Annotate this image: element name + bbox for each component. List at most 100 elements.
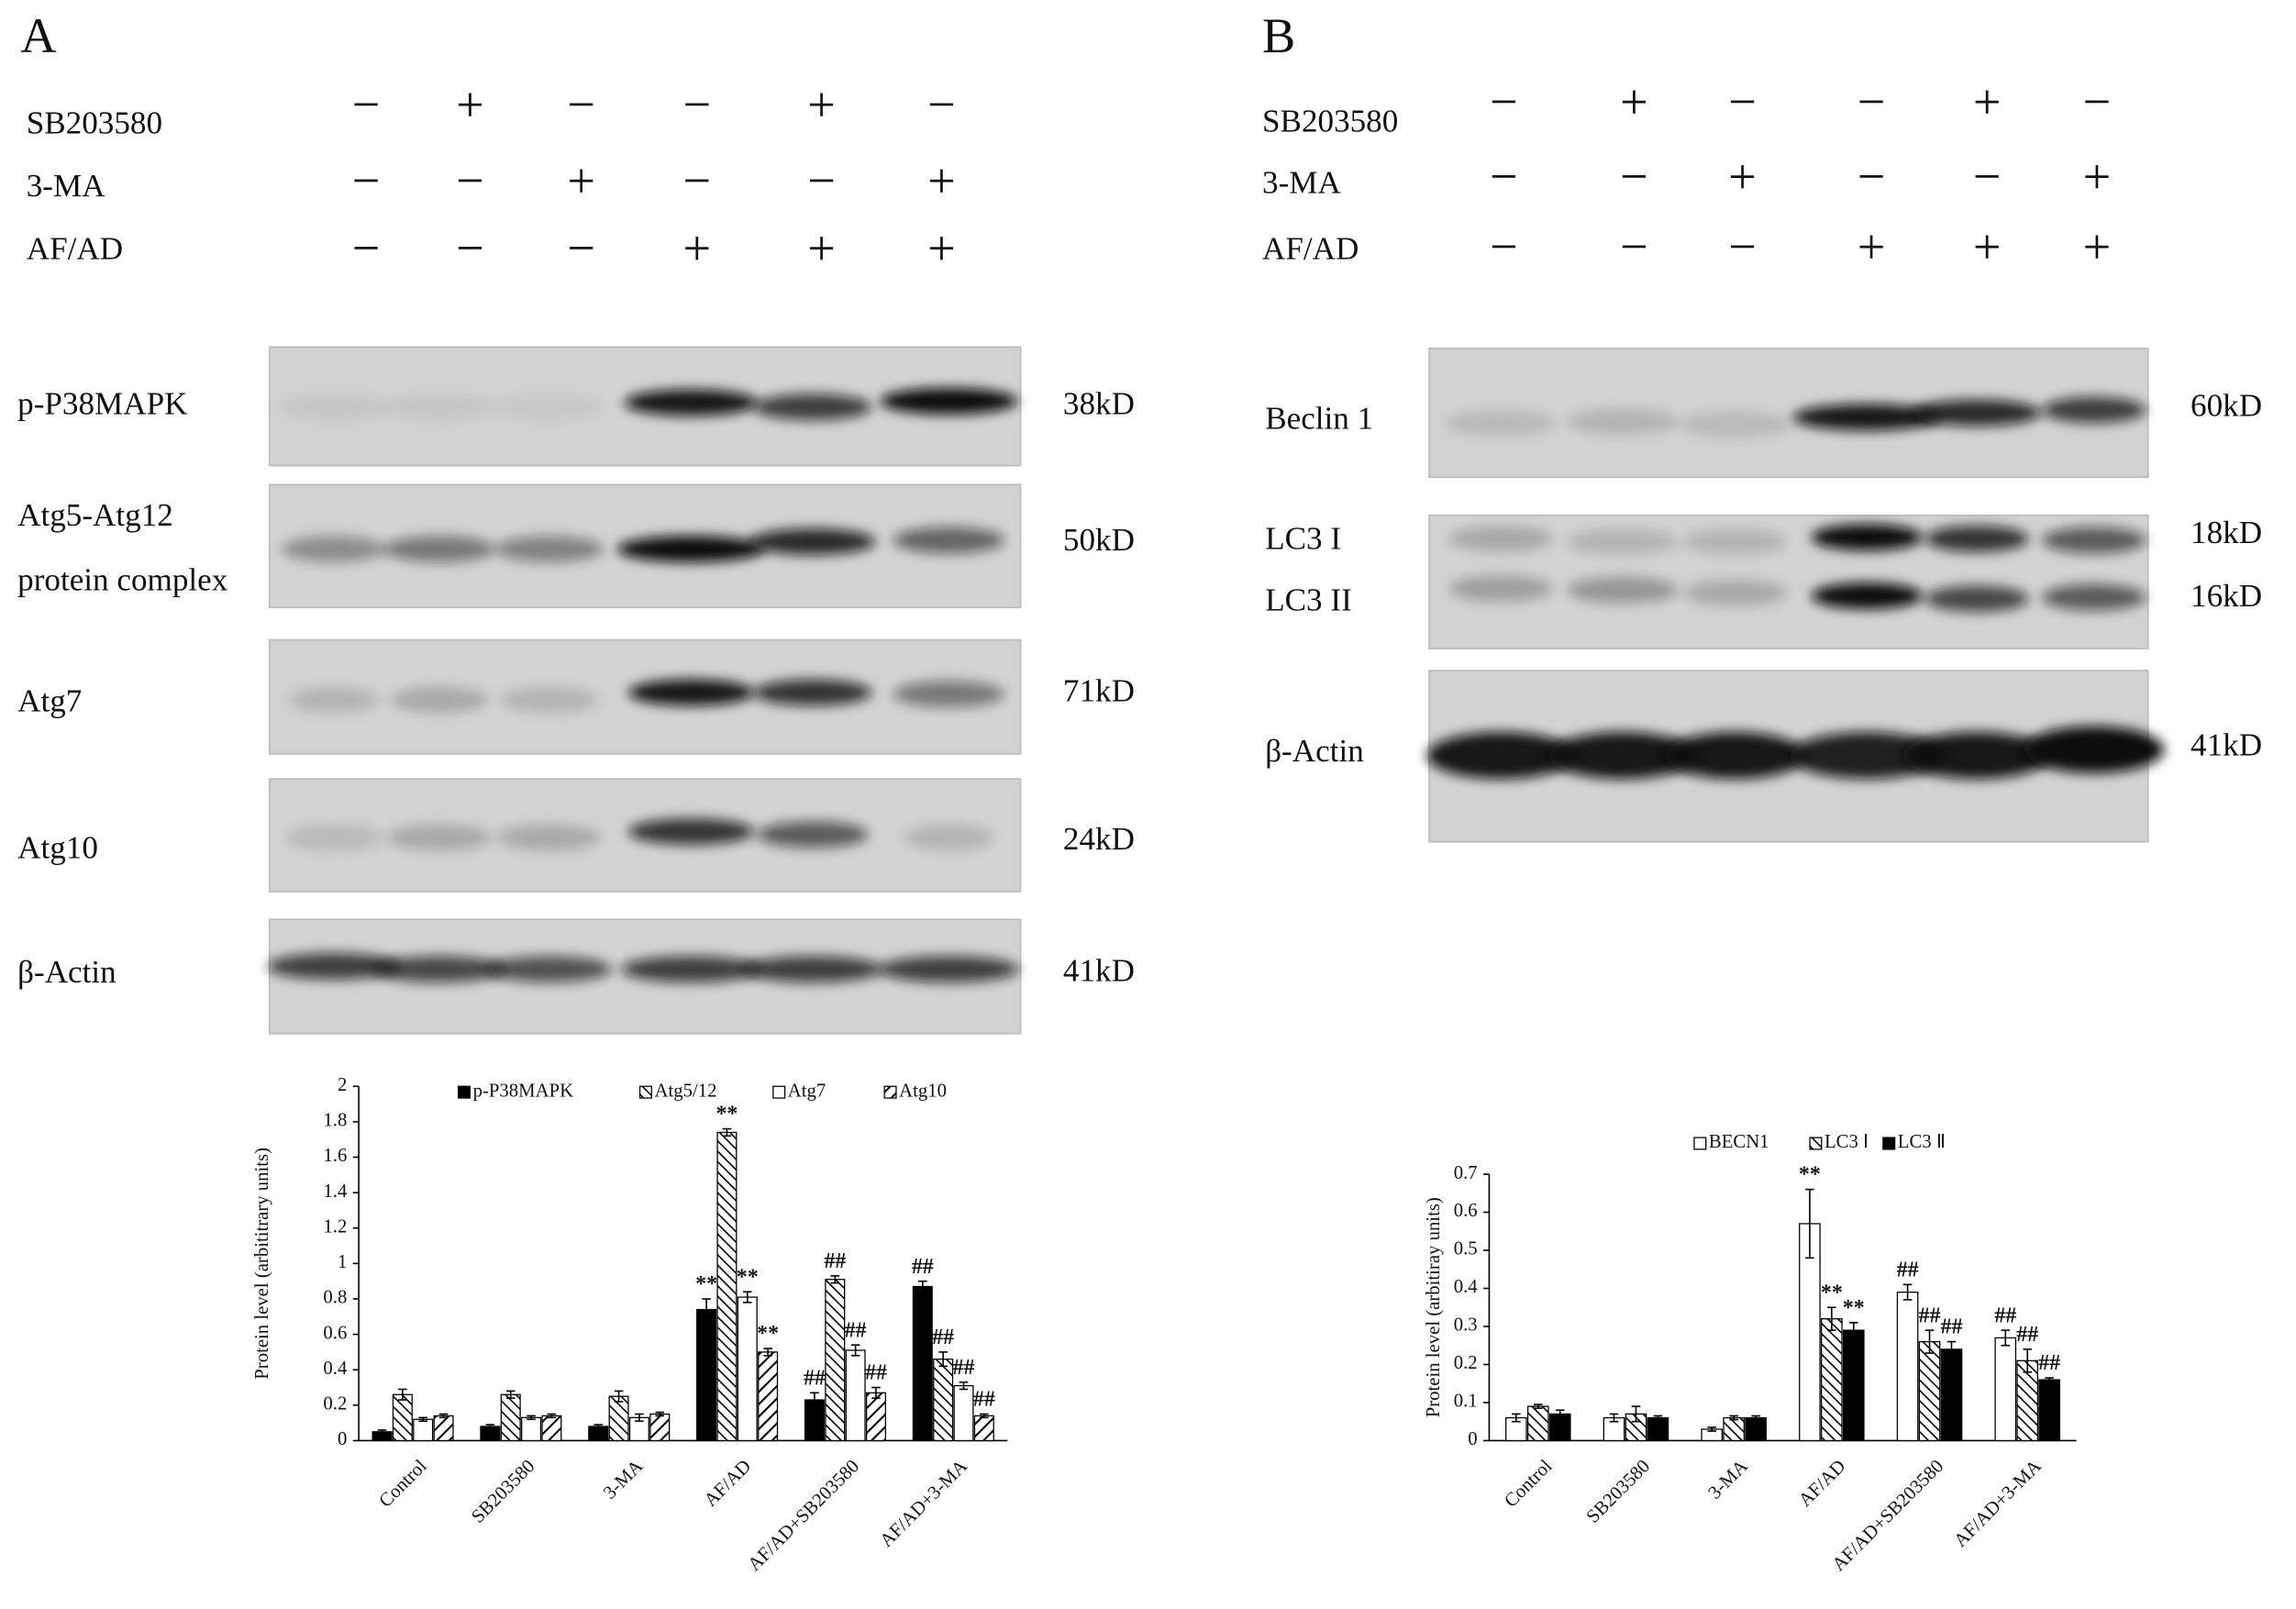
blot-band [1912,399,2042,427]
y-tick-label: 0.2 [323,1394,347,1415]
blot-band [1567,408,1679,436]
bar [696,1308,717,1442]
blot-kd: 41kD [1063,952,1135,988]
blot-label: Beclin 1 [1265,401,1373,437]
bar [1526,1405,1549,1442]
y-tick-label: 2 [338,1075,347,1095]
significance-mark: ## [824,1249,846,1273]
blot-kd: 71kD [1063,673,1135,709]
blot-kd: 18kD [2191,515,2262,550]
blot-band [2042,396,2146,424]
bar [521,1416,542,1442]
legend-swatch [638,1085,652,1099]
bar [1821,1318,1843,1442]
y-tick-label: 0.2 [1454,1353,1478,1373]
y-tick-label: 0.5 [1454,1239,1478,1259]
bar [413,1418,434,1442]
legend-swatch [1693,1137,1707,1150]
y-axis-label: Protein level (arbitiray units) [1424,1197,1444,1417]
blot-kd: 60kD [2191,387,2262,423]
bar [433,1415,454,1442]
x-tick-label: AF/AD+3-MA [1950,1456,2046,1551]
significance-mark: ## [1919,1304,1941,1327]
blot-band [383,536,495,562]
blot-band [1567,576,1679,604]
blot-band [1811,524,1923,551]
blot-band [878,956,1020,982]
treatment-sign: + [927,153,956,208]
blot-band [285,824,383,851]
legend-swatch [458,1085,471,1099]
significance-mark: ## [2038,1351,2060,1375]
blot-label: β-Actin [17,954,116,990]
treatment-sign: + [927,221,956,276]
blot-band [1682,528,1788,555]
blot-band [1445,409,1557,437]
y-tick-label: 0.7 [1454,1163,1478,1183]
x-tick-label: AF/AD+SB203580 [744,1456,863,1575]
significance-mark: ** [1799,1163,1821,1187]
treatment-sign: − [683,77,712,132]
treatment-sign: + [567,153,595,208]
blot-band [1679,411,1791,438]
treatment-sign: − [1490,149,1518,204]
blot-band [2024,726,2165,773]
significance-mark: ## [2016,1323,2038,1347]
treatment-sign: − [1620,219,1648,274]
blot-band [753,679,872,706]
blot-band [1448,525,1553,552]
blot-band [2042,583,2146,611]
blot-label: Atg7 [17,683,82,719]
bar [2038,1379,2060,1442]
blot-band [757,821,869,849]
treatment-sign: − [683,153,712,208]
significance-mark: ** [1821,1281,1843,1304]
blot-band [494,536,604,562]
x-tick-label: 3-MA [1704,1456,1751,1503]
blot-band [627,818,755,845]
bar [825,1279,846,1442]
blot-band [749,528,876,555]
y-tick-label: 0.3 [1454,1315,1478,1336]
blot-band [1567,528,1679,555]
bar [1745,1416,1767,1442]
bar [912,1285,933,1442]
x-tick-label: SB203580 [1583,1456,1654,1526]
blot-band [753,394,872,421]
blot-band [1448,575,1553,602]
legend-swatch [1882,1137,1896,1150]
significance-mark: ## [804,1366,826,1390]
blot-band [2042,527,2146,554]
significance-mark: ## [865,1361,887,1385]
bar [1918,1340,1941,1442]
legend-label: BECN1 [1709,1132,1769,1152]
treatment-label: 3-MA [1262,165,1341,201]
treatment-sign: − [1490,74,1518,129]
y-tick-label: 0.6 [1454,1201,1478,1221]
bar [500,1393,521,1442]
treatment-sign: − [567,77,595,132]
blot-band [627,679,755,706]
blot-band [500,686,598,714]
bar [649,1413,671,1442]
treatment-sign: − [1858,74,1886,129]
y-tick-label: 0.4 [1454,1277,1479,1297]
legend-label: LC3 Ⅰ [1825,1132,1869,1152]
x-tick-label: AF/AD+3-MA [876,1456,971,1551]
y-tick-label: 1 [338,1252,347,1272]
y-axis-label: Protein level (arbititrary units) [252,1148,272,1380]
blot-kd: 38kD [1063,386,1135,422]
bar [1896,1291,1919,1442]
bar [737,1296,758,1442]
treatment-sign: + [1858,219,1886,274]
treatment-sign: − [352,77,381,132]
treatment-sign: + [1973,219,2002,274]
significance-mark: ## [912,1255,934,1279]
treatment-sign: − [352,153,381,208]
blot-band [893,527,1005,554]
x-tick-label: AF/AD [701,1456,756,1511]
blot-band [383,394,495,421]
bar [392,1393,413,1442]
panel-letter: A [20,8,56,63]
